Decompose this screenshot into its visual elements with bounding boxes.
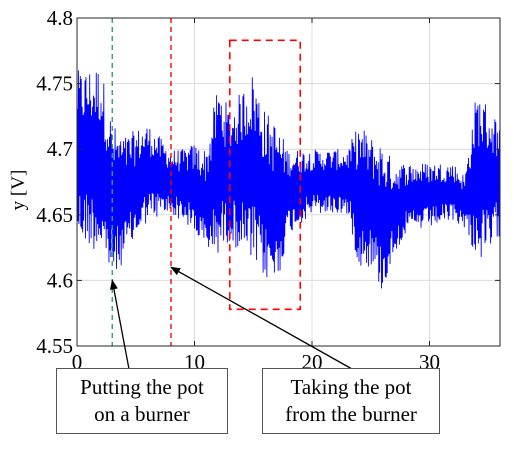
y-tick-label: 4.6 — [47, 268, 73, 292]
y-tick-label: 4.65 — [36, 203, 73, 227]
y-tick-label: 4.55 — [36, 334, 73, 358]
y-axis-label: y [V] — [8, 170, 29, 211]
y-tick-label: 4.8 — [47, 6, 73, 30]
annotation-putting-pot-line2: on a burner — [94, 402, 190, 426]
annotation-taking-pot-line1: Taking the pot — [290, 375, 412, 399]
plot-frame — [76, 17, 501, 347]
annotation-taking-pot-line2: from the burner — [285, 402, 417, 426]
signal-series — [77, 70, 500, 289]
annotation-putting-pot: Putting the pot on a burner — [56, 368, 228, 434]
y-tick-label: 4.75 — [36, 72, 73, 96]
y-tick-label: 4.7 — [47, 137, 73, 161]
highlight-box — [228, 39, 302, 311]
x-tick-label: 0 — [72, 350, 83, 374]
signal-line — [77, 70, 500, 289]
annotation-arrows — [109, 266, 353, 370]
annotation-taking-pot: Taking the pot from the burner — [262, 368, 440, 434]
event-markers — [111, 18, 302, 346]
arrow-taking-pot — [170, 266, 353, 370]
annotation-putting-pot-line1: Putting the pot — [80, 375, 204, 399]
arrow-putting-pot — [109, 279, 130, 370]
